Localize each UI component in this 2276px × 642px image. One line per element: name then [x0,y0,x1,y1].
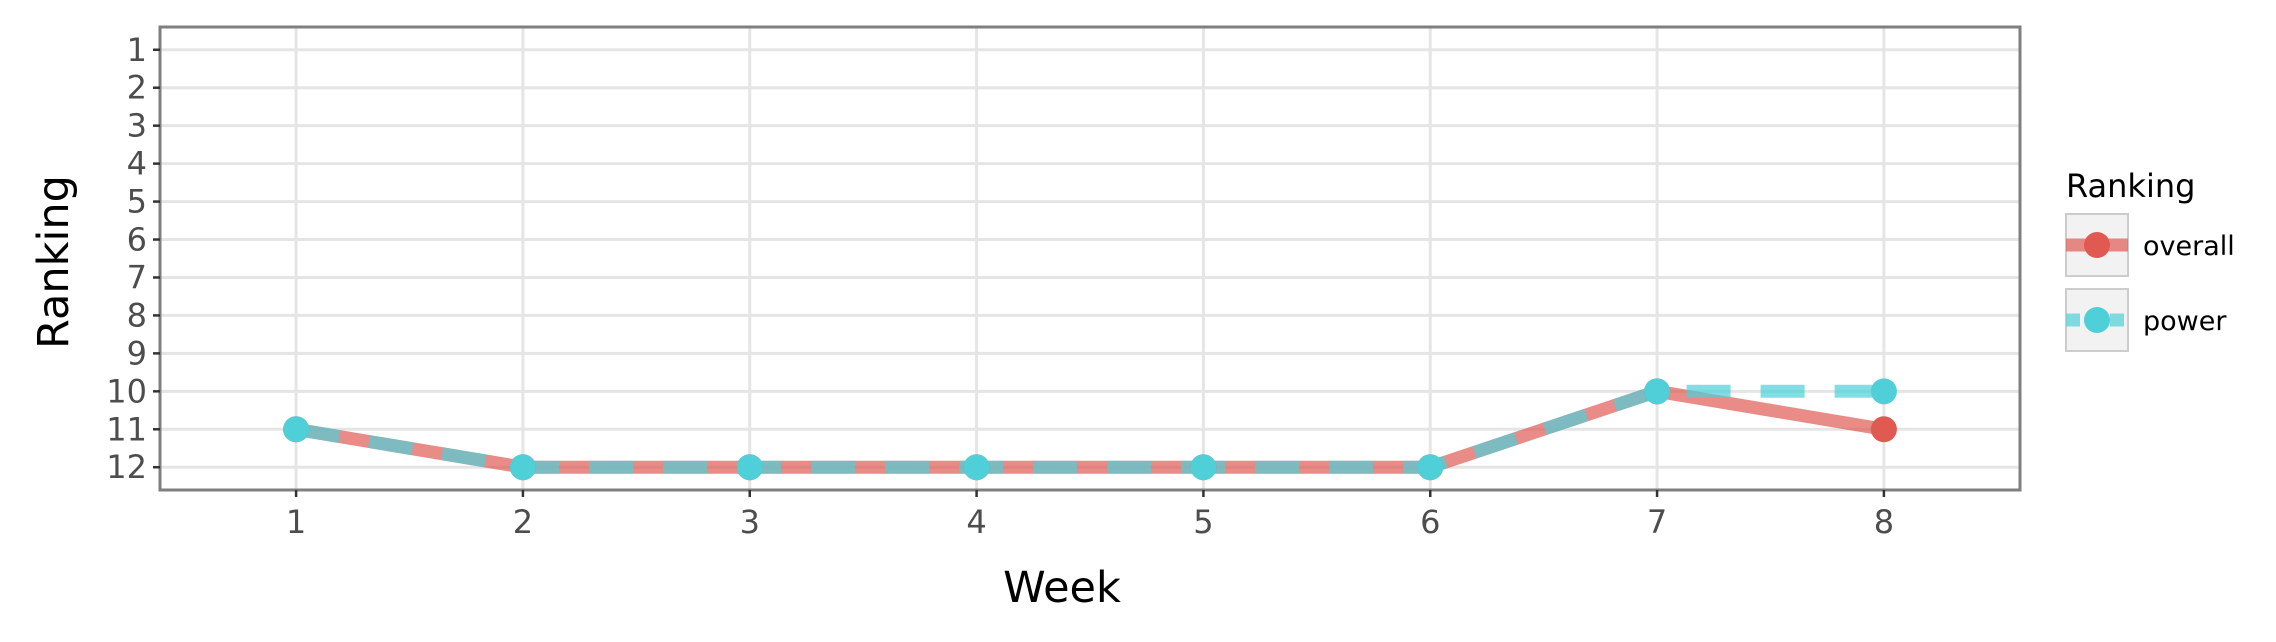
x-tick-label: 8 [1874,503,1894,541]
y-tick-label: 5 [127,183,147,221]
y-tick-label: 4 [127,145,147,183]
data-point-power [283,416,310,443]
plot-panel [160,27,2020,490]
y-tick-label: 7 [127,258,147,296]
y-tick-label: 8 [127,296,147,334]
data-point-power [1417,454,1444,481]
legend-label-overall: overall [2143,231,2235,262]
x-axis: 1 2 3 4 5 6 7 8 [286,490,1894,541]
y-tick-label: 10 [106,372,147,410]
y-tick-label: 9 [127,334,147,372]
x-tick-label: 3 [740,503,760,541]
x-tick-label: 2 [513,503,533,541]
data-point-power [509,454,536,481]
plot-border [158,25,2022,492]
x-tick-label: 1 [286,503,306,541]
y-tick-label: 12 [106,448,147,486]
x-tick-label: 4 [966,503,986,541]
series-lines [295,384,1885,474]
data-point-power [963,454,990,481]
data-point-overall [1870,416,1897,443]
y-tick-label: 11 [106,410,147,448]
data-point-power [1190,454,1217,481]
data-point-power [1644,378,1671,405]
x-tick-label: 7 [1647,503,1667,541]
legend: Ranking overall power [2065,167,2235,352]
gridlines [160,27,2020,490]
y-tick-label: 1 [127,31,147,69]
y-tick-label: 2 [127,69,147,107]
legend-marker-overall [2084,232,2110,258]
data-point-power [1870,378,1897,405]
x-tick-label: 5 [1193,503,1213,541]
y-tick-label: 3 [127,107,147,145]
legend-marker-power [2084,307,2110,333]
x-tick-label: 6 [1420,503,1440,541]
legend-label-power: power [2143,306,2227,337]
data-point-power [736,454,763,481]
series-points [283,378,1897,481]
x-axis-title: Week [1003,563,1121,613]
y-axis-title: Ranking [29,175,79,349]
legend-title: Ranking [2066,167,2195,205]
series-line-power [295,384,1884,474]
y-tick-label: 6 [127,221,147,259]
